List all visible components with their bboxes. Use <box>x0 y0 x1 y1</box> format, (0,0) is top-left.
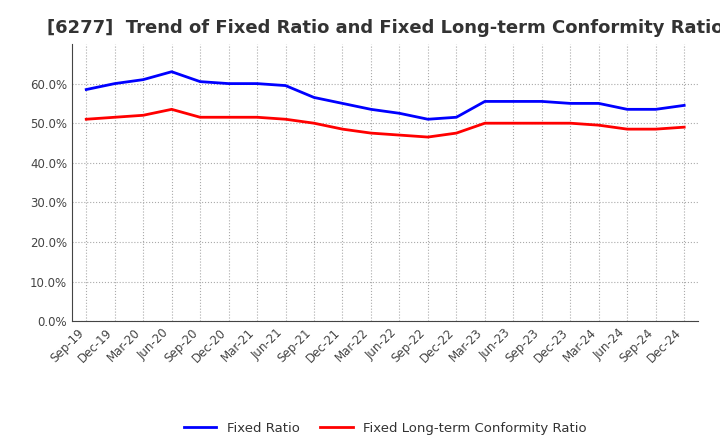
Fixed Long-term Conformity Ratio <box>310 121 318 126</box>
Fixed Long-term Conformity Ratio <box>225 114 233 120</box>
Fixed Long-term Conformity Ratio <box>680 125 688 130</box>
Fixed Long-term Conformity Ratio <box>537 121 546 126</box>
Fixed Long-term Conformity Ratio <box>167 106 176 112</box>
Fixed Ratio <box>566 101 575 106</box>
Fixed Ratio <box>680 103 688 108</box>
Fixed Ratio <box>452 114 461 120</box>
Fixed Ratio <box>139 77 148 82</box>
Fixed Long-term Conformity Ratio <box>139 113 148 118</box>
Fixed Ratio <box>595 101 603 106</box>
Fixed Long-term Conformity Ratio <box>480 121 489 126</box>
Fixed Long-term Conformity Ratio <box>338 126 347 132</box>
Fixed Ratio <box>366 106 375 112</box>
Fixed Ratio <box>82 87 91 92</box>
Fixed Long-term Conformity Ratio <box>110 114 119 120</box>
Fixed Ratio <box>652 106 660 112</box>
Fixed Ratio <box>480 99 489 104</box>
Fixed Long-term Conformity Ratio <box>395 132 404 138</box>
Fixed Long-term Conformity Ratio <box>196 114 204 120</box>
Fixed Long-term Conformity Ratio <box>595 122 603 128</box>
Fixed Ratio <box>395 110 404 116</box>
Fixed Ratio <box>225 81 233 86</box>
Title: [6277]  Trend of Fixed Ratio and Fixed Long-term Conformity Ratio: [6277] Trend of Fixed Ratio and Fixed Lo… <box>47 19 720 37</box>
Fixed Ratio <box>509 99 518 104</box>
Fixed Long-term Conformity Ratio <box>652 126 660 132</box>
Fixed Ratio <box>623 106 631 112</box>
Fixed Long-term Conformity Ratio <box>282 117 290 122</box>
Fixed Long-term Conformity Ratio <box>452 130 461 136</box>
Fixed Long-term Conformity Ratio <box>366 130 375 136</box>
Fixed Ratio <box>253 81 261 86</box>
Fixed Ratio <box>282 83 290 88</box>
Fixed Ratio <box>423 117 432 122</box>
Fixed Ratio <box>537 99 546 104</box>
Fixed Ratio <box>110 81 119 86</box>
Fixed Long-term Conformity Ratio <box>509 121 518 126</box>
Fixed Long-term Conformity Ratio <box>623 126 631 132</box>
Fixed Long-term Conformity Ratio <box>566 121 575 126</box>
Fixed Ratio <box>310 95 318 100</box>
Line: Fixed Ratio: Fixed Ratio <box>86 72 684 119</box>
Fixed Long-term Conformity Ratio <box>423 134 432 139</box>
Legend: Fixed Ratio, Fixed Long-term Conformity Ratio: Fixed Ratio, Fixed Long-term Conformity … <box>179 417 592 440</box>
Line: Fixed Long-term Conformity Ratio: Fixed Long-term Conformity Ratio <box>86 109 684 137</box>
Fixed Long-term Conformity Ratio <box>253 114 261 120</box>
Fixed Ratio <box>167 69 176 74</box>
Fixed Ratio <box>196 79 204 84</box>
Fixed Ratio <box>338 101 347 106</box>
Fixed Long-term Conformity Ratio <box>82 117 91 122</box>
